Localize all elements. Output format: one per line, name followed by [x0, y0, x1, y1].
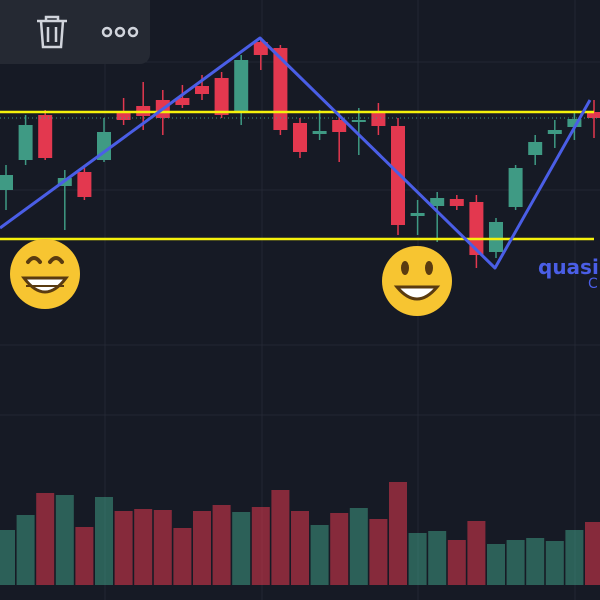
delete-button[interactable] — [37, 15, 67, 49]
candle-body — [18, 125, 33, 160]
volume-bar — [467, 521, 486, 585]
candle-body — [567, 119, 582, 127]
candle-body — [489, 222, 503, 252]
volume-bar — [55, 495, 74, 585]
candle-body — [587, 112, 600, 118]
volume-bar — [36, 493, 55, 585]
candle-body — [371, 112, 386, 126]
candle-body — [547, 130, 562, 134]
volume-bar — [447, 540, 466, 585]
candle-body — [508, 168, 523, 207]
volume-bar — [369, 519, 388, 585]
emoji-smile — [382, 246, 452, 316]
candle-body — [214, 78, 229, 115]
candle-body — [293, 123, 307, 152]
volume-bar — [545, 541, 564, 585]
volume-bar — [95, 497, 113, 585]
toolbar — [0, 0, 150, 64]
candle-body — [77, 172, 92, 197]
level-layer — [0, 110, 600, 241]
volume-bar — [271, 490, 290, 585]
candle-body — [410, 213, 425, 216]
candle-layer — [0, 38, 600, 268]
volume-bar — [16, 515, 35, 585]
volume-bar — [389, 482, 407, 585]
candle-body — [449, 199, 464, 206]
volume-bar — [173, 528, 192, 585]
candle-body — [253, 42, 268, 55]
volume-bar — [114, 511, 133, 585]
volume-bar — [585, 522, 600, 585]
volume-bar — [408, 533, 427, 585]
volume-bar — [134, 509, 153, 585]
candle-body — [195, 86, 209, 94]
volume-bar — [428, 531, 447, 585]
annotation-text: quasin — [538, 255, 600, 279]
volume-bar — [75, 527, 94, 585]
toolbar-panel — [0, 0, 150, 64]
annotation-text: C — [588, 276, 598, 292]
volume-bar — [212, 505, 231, 585]
candle-body — [38, 115, 53, 158]
volume-bar — [349, 508, 368, 585]
volume-bar — [565, 530, 584, 585]
volume-bar — [487, 544, 505, 585]
more-button[interactable] — [101, 26, 139, 38]
candle-body — [234, 60, 249, 112]
volume-bar — [193, 511, 211, 585]
candle-body — [469, 202, 484, 255]
candle-body — [332, 120, 347, 132]
candle-body — [430, 198, 445, 206]
candle-body — [0, 175, 13, 190]
volume-bar — [506, 540, 525, 585]
candle-body — [116, 112, 131, 120]
volume-bar — [291, 511, 309, 585]
candle-body — [391, 126, 405, 225]
candle-body — [175, 98, 190, 105]
volume-bar — [251, 507, 270, 585]
volume-bar — [0, 530, 15, 585]
zigzag-drawing — [0, 36, 592, 270]
candle-body — [528, 142, 543, 155]
volume-bar — [310, 525, 329, 585]
candle-body — [273, 48, 288, 130]
volume-layer — [0, 482, 600, 585]
volume-bar — [330, 513, 349, 585]
volume-bar — [153, 510, 172, 585]
candle-body — [312, 131, 327, 134]
candle-body — [351, 120, 366, 122]
emoji-grin — [10, 239, 80, 309]
volume-bar — [232, 512, 251, 585]
volume-bar — [526, 538, 545, 585]
